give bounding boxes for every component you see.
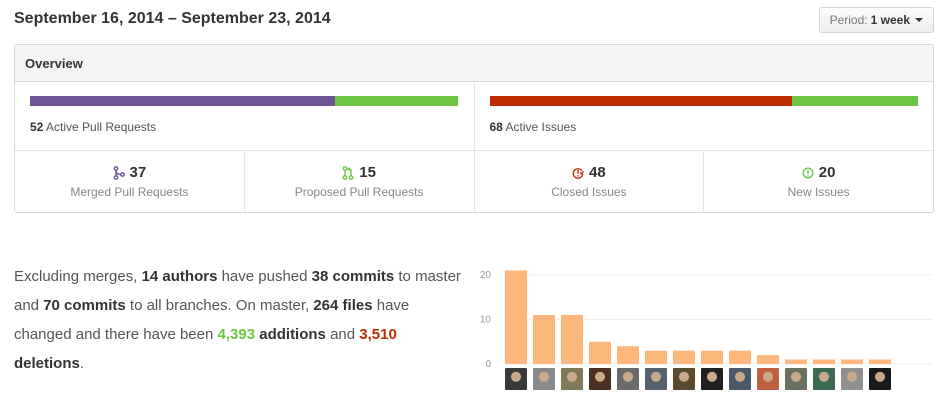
overview-stats-row: 37 Merged Pull Requests 15 Proposed Pull… [15,151,933,212]
commit-bar[interactable] [617,346,639,364]
commit-bar[interactable] [729,350,751,364]
additions-label: additions [255,326,326,343]
active-issues-count: 68 [489,120,503,134]
commit-bar[interactable] [813,359,835,364]
deletions-count: 3,510 [359,326,397,343]
active-pull-requests-text: Active Pull Requests [46,120,157,134]
commit-bar[interactable] [589,341,611,364]
merged-pull-requests-stat[interactable]: 37 Merged Pull Requests [15,151,244,212]
commit-bar[interactable] [533,315,555,364]
issue-closed-icon [572,167,585,179]
author-avatar[interactable] [785,368,807,390]
active-pull-requests-label[interactable]: 52 Active Pull Requests [30,120,459,134]
overview-title: Overview [15,45,933,82]
summary-text: have changed and there have been [14,297,410,343]
commits-by-author-chart: 0 10 20 [480,270,932,370]
closed-segment [489,96,792,106]
pull-requests-summary: 52 Active Pull Requests [15,82,474,150]
new-issues-stat[interactable]: 20 New Issues [703,151,933,212]
commit-bar[interactable] [841,359,863,364]
merged-count: 37 [129,164,147,181]
merged-label: Merged Pull Requests [70,185,189,199]
y-tick-label: 10 [480,314,492,325]
overview-summary-row: 52 Active Pull Requests 68 Active Issues [15,82,933,151]
commit-bar[interactable] [561,315,583,364]
all-branches-commits-count: 70 commits [43,297,126,314]
commit-bar[interactable] [505,270,527,364]
summary-text: . [79,355,85,372]
proposed-segment [334,96,459,106]
issues-summary: 68 Active Issues [473,82,934,150]
commit-bar[interactable] [785,359,807,364]
issues-bar[interactable] [489,96,919,106]
author-avatar[interactable] [505,368,527,390]
summary-text: have pushed [217,268,312,285]
author-avatar[interactable] [701,368,723,390]
master-commits-count: 38 commits [311,268,395,285]
proposed-pull-requests-stat[interactable]: 15 Proposed Pull Requests [243,151,474,212]
y-tick-label: 0 [485,359,491,370]
author-avatar[interactable] [869,368,891,390]
author-avatar[interactable] [589,368,611,390]
caret-down-icon [915,18,923,22]
author-avatar[interactable] [757,368,779,390]
issue-opened-icon [802,167,814,178]
author-avatar[interactable] [561,368,583,390]
closed-issues-stat[interactable]: 48 Closed Issues [473,151,704,212]
summary-text: to master and [14,268,461,314]
period-label: Period: [829,13,868,27]
merged-segment [30,96,335,106]
period-value: 1 week [870,13,910,27]
date-range-title: September 16, 2014 – September 23, 2014 [14,10,331,27]
new-segment [791,96,918,106]
proposed-label: Proposed Pull Requests [294,185,424,199]
commit-summary-text: Excluding merges, 14 authors have pushed… [14,262,464,378]
active-issues-text: Active Issues [505,120,577,134]
author-avatar[interactable] [729,368,751,390]
author-avatar[interactable] [673,368,695,390]
commit-bar[interactable] [701,350,723,364]
authors-count: 14 authors [141,268,218,285]
summary-text: and [325,326,360,343]
additions-count: 4,393 [217,326,256,343]
author-avatar[interactable] [533,368,555,390]
author-avatar[interactable] [813,368,835,390]
deletions-label: deletions [14,355,80,372]
new-label: New Issues [787,185,850,199]
overview-panel: Overview 52 Active Pull Requests 68 Acti… [14,44,934,213]
pull-requests-bar[interactable] [30,96,459,106]
author-avatar[interactable] [841,368,863,390]
files-changed-count: 264 files [313,297,373,314]
git-merge-icon [113,165,125,180]
proposed-count: 15 [359,164,376,181]
closed-count: 48 [589,164,606,181]
summary-text: Excluding merges, [14,268,142,285]
active-pull-requests-count: 52 [30,120,44,134]
period-dropdown-button[interactable]: Period: 1 week [818,7,934,33]
commit-bar[interactable] [673,350,695,364]
commit-bar[interactable] [869,359,891,364]
new-count: 20 [818,164,836,181]
commit-bar[interactable] [645,350,667,364]
summary-text: to all branches. On master, [125,297,314,314]
active-issues-label[interactable]: 68 Active Issues [490,120,919,134]
author-avatar[interactable] [617,368,639,390]
author-avatars [505,368,897,390]
author-avatar[interactable] [645,368,667,390]
y-tick-label: 20 [480,270,492,281]
git-pull-request-icon [342,165,354,180]
closed-label: Closed Issues [551,185,627,199]
commit-bar[interactable] [757,355,779,364]
